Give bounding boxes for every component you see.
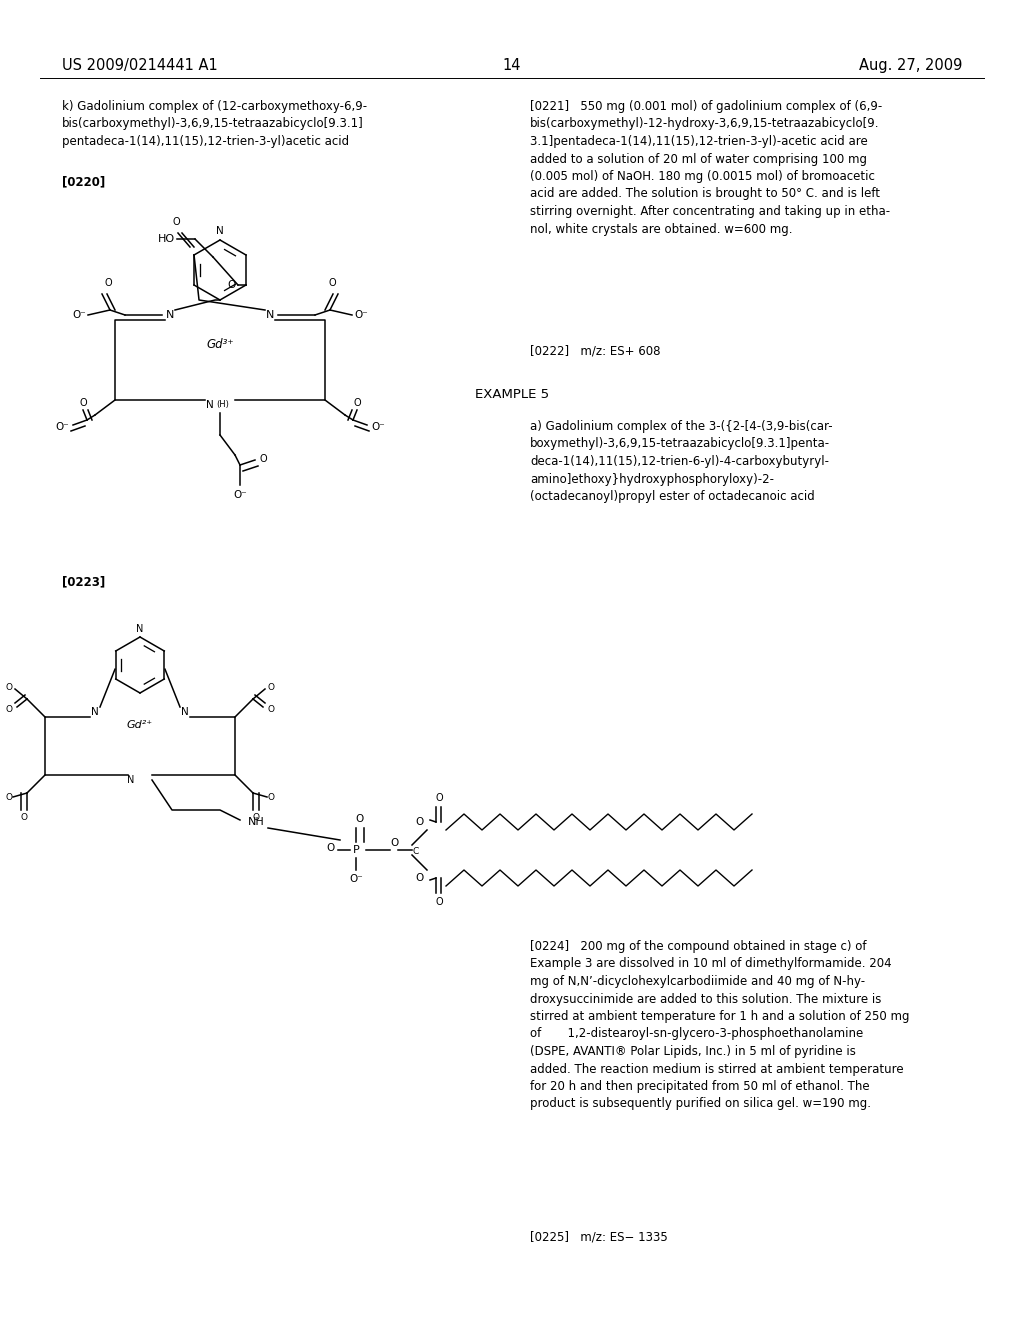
Text: O: O — [267, 792, 274, 801]
Text: EXAMPLE 5: EXAMPLE 5 — [475, 388, 549, 401]
Text: [0221]   550 mg (0.001 mol) of gadolinium complex of (6,9-
bis(carboxymethyl)-12: [0221] 550 mg (0.001 mol) of gadolinium … — [530, 100, 890, 235]
Text: 14: 14 — [503, 58, 521, 73]
Text: [0224]   200 mg of the compound obtained in stage c) of
Example 3 are dissolved : [0224] 200 mg of the compound obtained i… — [530, 940, 909, 1110]
Text: O: O — [267, 705, 274, 714]
Text: [0223]: [0223] — [62, 576, 105, 587]
Text: O⁻: O⁻ — [349, 874, 362, 884]
Text: O: O — [327, 843, 335, 853]
Text: N: N — [166, 310, 174, 319]
Text: O: O — [356, 814, 365, 824]
Text: O: O — [328, 279, 336, 288]
Text: O: O — [260, 454, 267, 465]
Text: C: C — [413, 847, 419, 857]
Text: O: O — [416, 817, 424, 828]
Text: O: O — [267, 682, 274, 692]
Text: O: O — [435, 898, 442, 907]
Text: O: O — [20, 813, 28, 822]
Text: O: O — [79, 399, 87, 408]
Text: [0222]   m/z: ES+ 608: [0222] m/z: ES+ 608 — [530, 345, 660, 358]
Text: Gd³⁺: Gd³⁺ — [206, 338, 233, 351]
Text: O: O — [253, 813, 259, 822]
Text: N: N — [136, 624, 143, 634]
Text: O⁻: O⁻ — [371, 422, 385, 432]
Text: O⁻: O⁻ — [73, 310, 86, 319]
Text: [0220]: [0220] — [62, 176, 105, 187]
Text: N: N — [216, 226, 224, 236]
Text: P: P — [352, 845, 359, 855]
Text: [0225]   m/z: ES− 1335: [0225] m/z: ES− 1335 — [530, 1230, 668, 1243]
Text: O⁻: O⁻ — [354, 310, 368, 319]
Text: O⁻: O⁻ — [55, 422, 69, 432]
Text: O: O — [227, 280, 236, 290]
Text: N: N — [91, 708, 99, 717]
Text: N: N — [266, 310, 274, 319]
Text: US 2009/0214441 A1: US 2009/0214441 A1 — [62, 58, 218, 73]
Text: k) Gadolinium complex of (12-carboxymethoxy-6,9-
bis(carboxymethyl)-3,6,9,15-tet: k) Gadolinium complex of (12-carboxymeth… — [62, 100, 368, 148]
Text: O: O — [416, 873, 424, 883]
Text: O: O — [6, 792, 13, 801]
Text: (H): (H) — [216, 400, 229, 409]
Text: O: O — [353, 399, 360, 408]
Text: Gd²⁺: Gd²⁺ — [127, 719, 153, 730]
Text: a) Gadolinium complex of the 3-({2-[4-(3,9-bis(car-
boxymethyl)-3,6,9,15-tetraaz: a) Gadolinium complex of the 3-({2-[4-(3… — [530, 420, 833, 503]
Text: O: O — [435, 793, 442, 803]
Text: O: O — [104, 279, 112, 288]
Text: O: O — [390, 838, 398, 847]
Text: N: N — [181, 708, 188, 717]
Text: Aug. 27, 2009: Aug. 27, 2009 — [859, 58, 962, 73]
Text: N: N — [127, 775, 134, 785]
Text: O⁻: O⁻ — [233, 490, 247, 500]
Text: N: N — [206, 400, 214, 411]
Text: NH: NH — [248, 817, 265, 828]
Text: O: O — [6, 705, 13, 714]
Text: O: O — [6, 682, 13, 692]
Text: HO: HO — [158, 234, 175, 244]
Text: O: O — [172, 216, 180, 227]
